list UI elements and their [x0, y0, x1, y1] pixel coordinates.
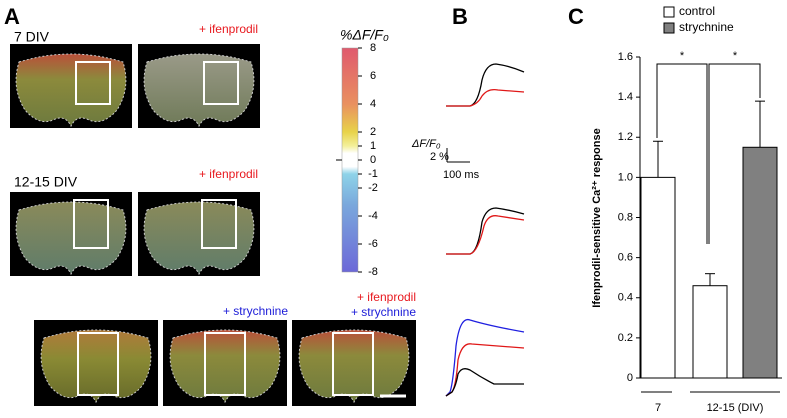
colorbar-tick-label: -1 [368, 168, 378, 180]
significance: * [680, 50, 685, 62]
panel-label: C [568, 4, 584, 29]
image-12div-ifenprodil [138, 192, 260, 276]
scale-label: ΔF/F₀ [411, 138, 441, 150]
condition-label: + strychnine [351, 305, 416, 319]
significance-brackets [656, 63, 761, 244]
colorbar-tick-label: -4 [368, 210, 378, 222]
condition-label: + strychnine [223, 304, 288, 318]
legend-label: control [679, 4, 715, 18]
scale-value: 2 % [430, 151, 449, 163]
y-tick-label: 0 [627, 372, 633, 384]
y-tick-label: 1.6 [618, 51, 633, 63]
colorbar-tick-label: -2 [368, 182, 378, 194]
legend-label: strychnine [679, 20, 734, 34]
legend-swatch [663, 22, 675, 34]
y-tick-label: 0.2 [618, 332, 633, 344]
colorbar-tick-label: 8 [370, 42, 376, 54]
significance: * [733, 50, 738, 62]
colorbar-title: %ΔF/F₀ [340, 27, 389, 43]
colorbar-tick-label: 6 [370, 70, 376, 82]
image-strychnine-ifenprodil-b [292, 320, 416, 406]
image-strychnine-ifenprodil-a [163, 320, 287, 406]
image-12div-control [10, 192, 132, 276]
x-tick-label: 7 [655, 402, 661, 414]
condition-label: + ifenprodil [199, 22, 258, 36]
y-tick-label: 1.4 [618, 91, 633, 103]
row-label: 12-15 DIV [14, 174, 78, 190]
scale-bar [446, 148, 470, 163]
colorbar-tick-label: -8 [368, 266, 378, 278]
colorbar: 8 6 4 2 1 0 -1 -2 -4 -6 -8 [336, 42, 378, 278]
image-strychnine [34, 320, 158, 406]
colorbar-tick-label: 4 [370, 98, 376, 110]
y-tick-label: 0.4 [618, 292, 633, 304]
condition-label: + ifenprodil [357, 290, 416, 304]
image-7div-ifenprodil [138, 44, 260, 128]
colorbar-tick-label: 2 [370, 126, 376, 138]
image-7div-control [10, 44, 132, 128]
y-tick-label: 1.2 [618, 131, 633, 143]
bar [742, 146, 778, 379]
x-tick-label: 12-15 (DIV) [707, 402, 764, 414]
colorbar-tick-label: 1 [370, 140, 376, 152]
bar-chart: 0 0.2 0.4 0.6 0.8 1.0 1.2 1.4 1.6 7 12-15 (DIV) [618, 51, 782, 414]
y-tick-label: 0.6 [618, 252, 633, 264]
panel-label: A [4, 4, 20, 29]
row-label: 7 DIV [14, 29, 50, 45]
bar [640, 176, 676, 379]
legend-swatch [663, 6, 675, 18]
colorbar-tick-label: 0 [370, 154, 376, 166]
scale-value: 100 ms [443, 169, 480, 181]
y-tick-label: 0.8 [618, 211, 633, 223]
bar [692, 285, 728, 379]
panel-label: B [452, 4, 468, 29]
condition-label: + ifenprodil [199, 167, 258, 181]
traces [445, 63, 525, 397]
y-tick-label: 1.0 [618, 171, 633, 183]
y-axis-label: Ifenprodil-sensitive Ca²⁺ response [591, 128, 603, 307]
colorbar-tick-label: -6 [368, 238, 378, 250]
